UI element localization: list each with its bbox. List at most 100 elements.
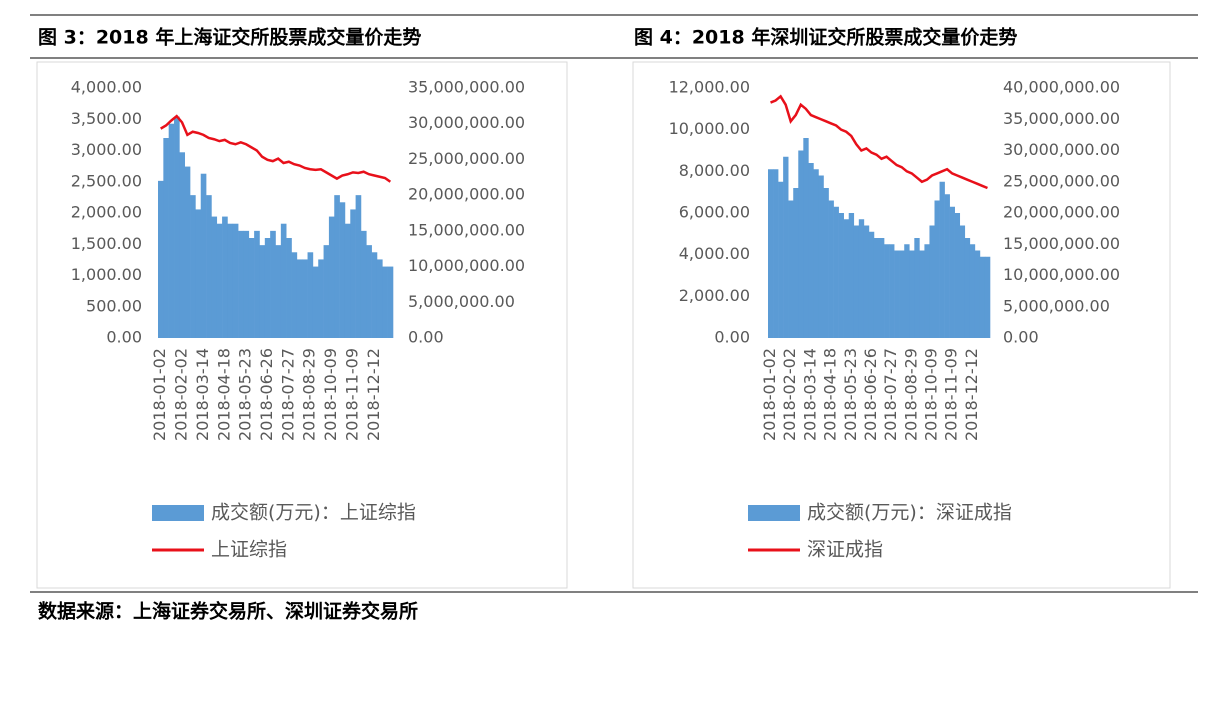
bar <box>248 238 255 338</box>
bar <box>216 223 223 338</box>
x-tick-label: 2018-04-18 <box>214 348 233 441</box>
y2-tick-label: 0.00 <box>1003 328 1039 347</box>
chart-title: 图 4：2018 年深圳证交所股票成交量价走势 <box>634 26 1017 49</box>
y2-tick-label: 25,000,000.00 <box>408 149 525 168</box>
y2-tick-label: 15,000,000.00 <box>1003 234 1120 253</box>
bar <box>323 245 330 338</box>
bar <box>344 223 351 338</box>
bar <box>929 225 935 338</box>
bar <box>934 200 940 338</box>
y2-tick-label: 20,000,000.00 <box>1003 203 1120 222</box>
bar <box>382 266 388 338</box>
y2-tick-label: 10,000,000.00 <box>408 256 525 275</box>
bar <box>788 200 794 338</box>
bar <box>387 266 394 338</box>
y-tick-label: 3,500.00 <box>71 109 142 128</box>
bar <box>768 169 774 338</box>
y-tick-label: 1,000.00 <box>71 265 142 284</box>
bar <box>174 116 180 338</box>
x-tick-label: 2018-12-12 <box>364 348 383 441</box>
y-tick-label: 2,000.00 <box>679 286 750 305</box>
bar <box>270 230 276 338</box>
bar <box>873 238 880 338</box>
y-tick-label: 2,000.00 <box>71 203 142 222</box>
bar <box>773 169 779 338</box>
bar <box>843 219 850 338</box>
bar <box>366 245 372 338</box>
legend-swatch <box>152 505 204 521</box>
x-tick-label: 2018-04-18 <box>821 348 840 441</box>
bar <box>833 206 839 338</box>
x-tick-label: 2018-02-02 <box>780 348 799 441</box>
bar <box>232 223 239 338</box>
x-tick-label: 2018-10-09 <box>321 348 340 441</box>
y2-tick-label: 30,000,000.00 <box>1003 140 1120 159</box>
x-tick-label: 2018-06-26 <box>861 348 880 441</box>
bar <box>227 223 234 338</box>
chart-title: 图 3：2018 年上海证交所股票成交量价走势 <box>38 26 421 49</box>
bar <box>803 138 809 338</box>
bar <box>818 175 824 338</box>
bar <box>296 259 303 338</box>
y-tick-label: 4,000.00 <box>679 244 750 263</box>
bar <box>984 256 991 338</box>
bar <box>376 259 383 338</box>
bar <box>979 256 986 338</box>
bar <box>163 138 169 338</box>
x-tick-label: 2018-08-29 <box>300 348 319 441</box>
bar <box>924 244 930 338</box>
y-tick-label: 10,000.00 <box>669 119 750 138</box>
y-tick-label: 3,000.00 <box>71 140 142 159</box>
bar <box>954 213 961 338</box>
bar <box>200 173 207 338</box>
bar <box>899 250 905 338</box>
bar <box>179 152 186 338</box>
bar <box>312 266 319 338</box>
bar <box>195 209 202 338</box>
bar <box>828 200 834 338</box>
bar <box>168 123 175 338</box>
y-tick-label: 0.00 <box>714 328 750 347</box>
bar <box>808 163 814 338</box>
x-tick-label: 2018-11-09 <box>342 348 361 441</box>
bar <box>190 195 196 338</box>
source-note: 数据来源：上海证券交易所、深圳证券交易所 <box>38 600 418 623</box>
bar <box>868 231 875 338</box>
bar <box>275 245 282 338</box>
bar <box>307 252 314 338</box>
y2-tick-label: 20,000,000.00 <box>408 185 525 204</box>
line <box>770 94 988 190</box>
chart-frame <box>36 61 568 589</box>
x-tick-label: 2018-11-09 <box>942 348 961 441</box>
bar <box>211 216 218 338</box>
bar <box>823 188 829 338</box>
legend-label: 成交额(万元)：上证综指 <box>211 502 416 524</box>
bar <box>974 250 981 338</box>
x-tick-label: 2018-07-27 <box>278 348 297 441</box>
bar <box>264 238 271 338</box>
bar <box>944 194 950 338</box>
y-tick-label: 8,000.00 <box>679 161 750 180</box>
bar <box>838 213 844 338</box>
bar <box>371 252 378 338</box>
line <box>160 114 392 183</box>
y-tick-label: 4,000.00 <box>71 78 142 97</box>
bar <box>158 180 164 338</box>
x-tick-label: 2018-03-14 <box>193 348 212 441</box>
legend-label: 上证综指 <box>211 539 287 561</box>
y-tick-label: 6,000.00 <box>679 203 750 222</box>
y-tick-label: 0.00 <box>106 328 142 347</box>
bar <box>939 181 945 338</box>
bar <box>909 250 915 338</box>
x-tick-label: 2018-12-12 <box>962 348 981 441</box>
x-tick-label: 2018-10-09 <box>921 348 940 441</box>
bar <box>813 169 819 338</box>
bar <box>238 230 244 338</box>
x-tick-label: 2018-08-29 <box>901 348 920 441</box>
bar <box>853 225 860 338</box>
bar <box>858 219 865 338</box>
bar <box>206 195 212 338</box>
bar <box>328 216 335 338</box>
bar <box>798 150 804 338</box>
x-tick-label: 2018-03-14 <box>800 348 819 441</box>
